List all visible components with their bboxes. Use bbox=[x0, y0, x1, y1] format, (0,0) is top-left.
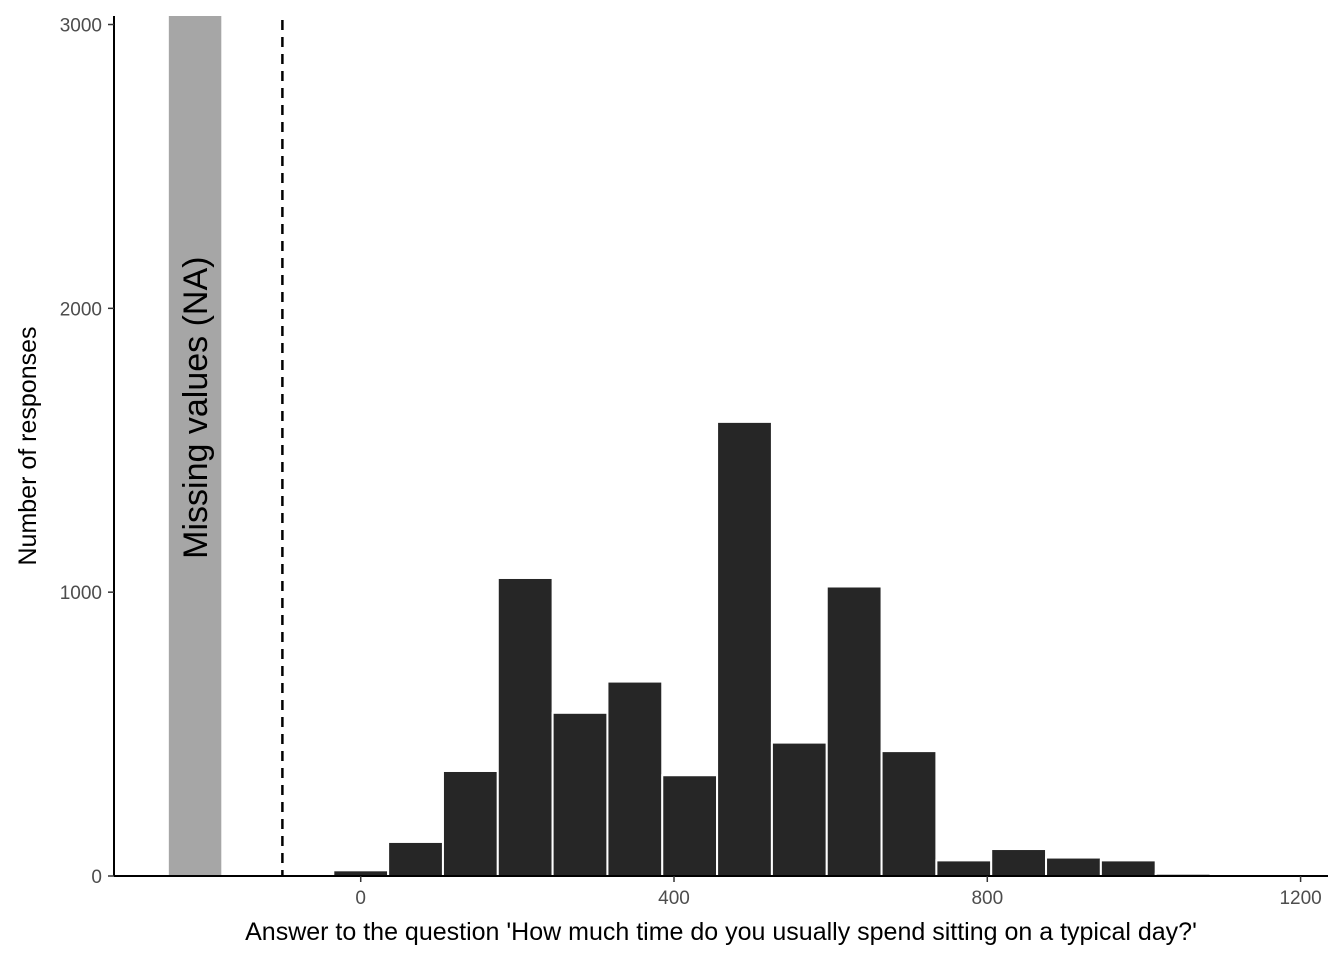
histogram-bar bbox=[551, 711, 609, 878]
axes: 0 400 800 1200 0 1000 2000 3000 bbox=[60, 16, 1328, 909]
histogram-bar bbox=[1099, 859, 1157, 878]
histogram-bar bbox=[880, 750, 938, 878]
histogram-bar bbox=[1045, 856, 1102, 877]
x-axis-ticks: 0 400 800 1200 bbox=[355, 876, 1322, 909]
histogram-bar bbox=[387, 840, 444, 878]
y-tick-label: 1000 bbox=[60, 583, 102, 604]
histogram-bar bbox=[661, 774, 719, 877]
x-tick-label: 800 bbox=[971, 888, 1003, 909]
missing-values-bar bbox=[168, 16, 222, 876]
histogram-bar bbox=[935, 859, 993, 878]
y-axis-title: Number of responses bbox=[14, 326, 42, 565]
y-tick-label: 0 bbox=[91, 867, 102, 888]
histogram-bar bbox=[770, 741, 828, 877]
histogram-bar bbox=[606, 680, 664, 878]
missing-values-label: Missing values (NA) bbox=[177, 257, 215, 559]
x-tick-label: 400 bbox=[658, 888, 690, 909]
x-axis-title: Answer to the question 'How much time do… bbox=[245, 918, 1197, 946]
histogram-bar bbox=[716, 420, 773, 877]
y-tick-label: 3000 bbox=[60, 16, 102, 37]
histogram-bar bbox=[990, 848, 1048, 878]
histogram-bar bbox=[825, 585, 883, 877]
missing-values-layer: Missing values (NA) bbox=[168, 16, 222, 876]
x-tick-label: 1200 bbox=[1279, 888, 1321, 909]
histogram-bars bbox=[332, 420, 1212, 878]
histogram-bar bbox=[441, 769, 499, 878]
y-tick-label: 2000 bbox=[60, 299, 102, 320]
histogram-bar bbox=[496, 576, 554, 878]
y-axis-ticks: 0 1000 2000 3000 bbox=[60, 16, 114, 888]
x-tick-label: 0 bbox=[355, 888, 366, 909]
